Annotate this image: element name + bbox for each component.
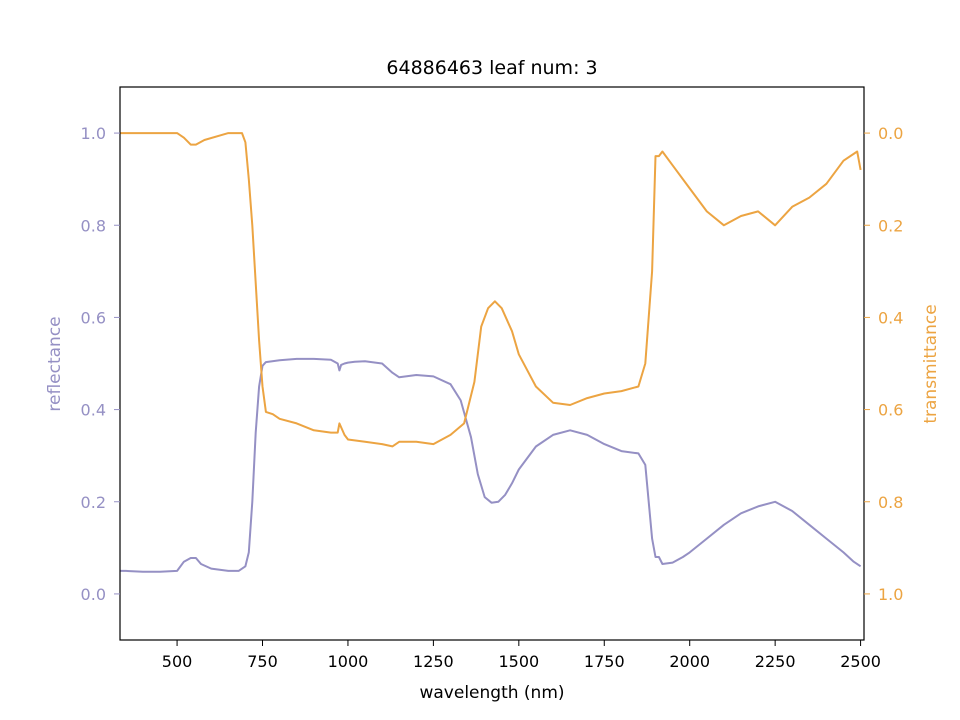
x-tick-label: 2000 bbox=[669, 652, 710, 671]
plot-frame bbox=[119, 86, 865, 641]
x-tick-label: 500 bbox=[162, 652, 193, 671]
left-y-axis: 0.0 0.2 0.4 0.6 0.8 1.0 bbox=[81, 124, 120, 604]
left-y-tick-label: 0.2 bbox=[81, 493, 106, 512]
right-y-tick-label: 0.4 bbox=[878, 308, 903, 327]
x-tick-label: 2500 bbox=[840, 652, 881, 671]
reflectance-line bbox=[120, 357, 862, 573]
x-axis: 500 750 1000 1250 1500 1750 2000 2250 2500 bbox=[162, 640, 881, 671]
chart-title: 64886463 leaf num: 3 bbox=[386, 57, 597, 79]
x-tick-label: 1000 bbox=[328, 652, 369, 671]
x-axis-label: wavelength (nm) bbox=[419, 683, 564, 703]
x-tick-label: 750 bbox=[247, 652, 278, 671]
left-y-axis-label: reflectance bbox=[45, 316, 65, 411]
right-y-tick-label: 0.0 bbox=[878, 124, 903, 143]
transmittance-line bbox=[120, 132, 862, 448]
x-tick-label: 1500 bbox=[498, 652, 539, 671]
right-y-tick-label: 0.8 bbox=[878, 493, 903, 512]
series-layer bbox=[120, 132, 862, 573]
x-tick-label: 2250 bbox=[755, 652, 796, 671]
x-tick-label: 1250 bbox=[413, 652, 454, 671]
right-y-axis: 0.0 0.2 0.4 0.6 0.8 1.0 bbox=[864, 124, 903, 604]
right-y-axis-label: transmittance bbox=[921, 304, 941, 423]
right-y-tick-label: 0.2 bbox=[878, 216, 903, 235]
left-y-tick-label: 0.0 bbox=[81, 585, 106, 604]
left-y-tick-label: 0.8 bbox=[81, 216, 106, 235]
right-y-tick-label: 0.6 bbox=[878, 401, 903, 420]
left-y-tick-label: 1.0 bbox=[81, 124, 106, 143]
right-y-tick-label: 1.0 bbox=[878, 585, 903, 604]
x-tick-label: 1750 bbox=[584, 652, 625, 671]
left-y-tick-label: 0.6 bbox=[81, 308, 106, 327]
left-y-tick-label: 0.4 bbox=[81, 401, 106, 420]
